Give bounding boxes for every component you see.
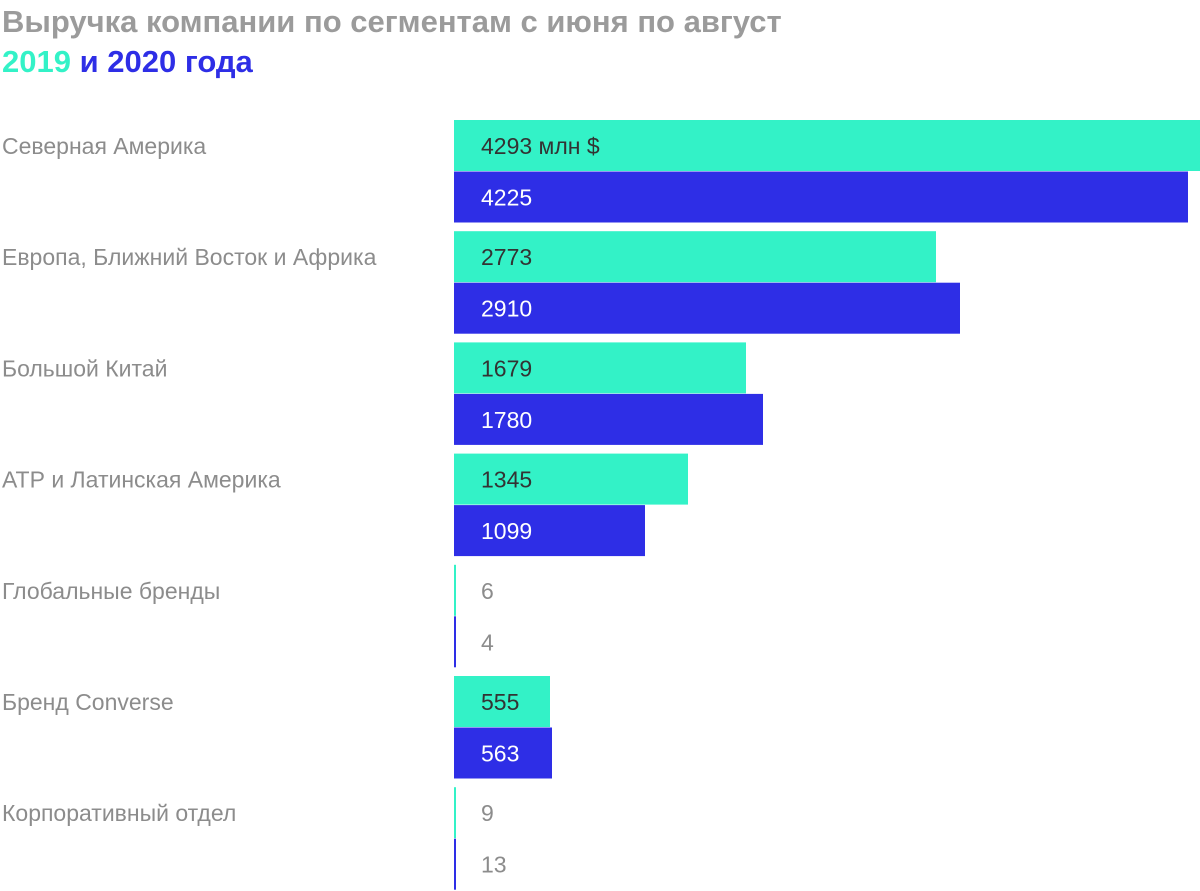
value-label-2020: 1780 [481, 407, 532, 433]
value-label-2020: 563 [481, 741, 519, 767]
value-label-2019: 9 [481, 800, 494, 826]
value-label-2020: 13 [481, 852, 507, 878]
bar-2019-category-2 [454, 342, 746, 394]
value-label-2020: 2910 [481, 296, 532, 322]
bar-2020-category-5 [454, 727, 552, 779]
value-label-2019: 1679 [481, 355, 532, 381]
title-year-2019: 2019 [2, 44, 71, 79]
value-label-2020: 1099 [481, 518, 532, 544]
bar-2019-category-1 [454, 231, 936, 283]
bar-2019-category-6 [454, 787, 456, 839]
category-label: Европа, Ближний Восток и Африка [2, 244, 377, 270]
bar-2020-category-3 [454, 505, 645, 557]
chart-title-line1: Выручка компании по сегментам с июня по … [2, 4, 782, 39]
chart-title-line2: 2019 и 2020 года [2, 42, 1192, 82]
bar-2020-category-4 [454, 616, 456, 668]
bar-2020-category-0 [454, 171, 1188, 223]
category-label: Северная Америка [2, 133, 206, 159]
value-label-2019: 2773 [481, 244, 532, 270]
value-label-2019: 6 [481, 578, 494, 604]
bar-2019-category-0 [454, 120, 1200, 171]
bar-2020-category-1 [454, 282, 960, 334]
value-label-2020: 4225 [481, 185, 532, 211]
value-label-2019: 1345 [481, 467, 532, 493]
category-label: Бренд Converse [2, 689, 174, 715]
value-label-2019: 4293 млн $ [481, 133, 600, 159]
value-label-2020: 4 [481, 629, 494, 655]
bar-2020-category-6 [454, 838, 456, 890]
category-label: Корпоративный отдел [2, 800, 236, 826]
category-label: Большой Китай [2, 355, 167, 381]
title-conjunction: и [70, 44, 108, 79]
value-label-2019: 555 [481, 689, 519, 715]
chart-title: Выручка компании по сегментам с июня по … [2, 2, 1192, 82]
category-label: АТР и Латинская Америка [2, 467, 281, 493]
title-year-2020: 2020 года [107, 44, 253, 79]
category-label: Глобальные бренды [2, 578, 220, 604]
bar-2019-category-4 [454, 564, 456, 616]
bar-2019-category-5 [454, 676, 550, 727]
bar-2019-category-3 [454, 453, 688, 505]
bar-2020-category-2 [454, 393, 763, 445]
